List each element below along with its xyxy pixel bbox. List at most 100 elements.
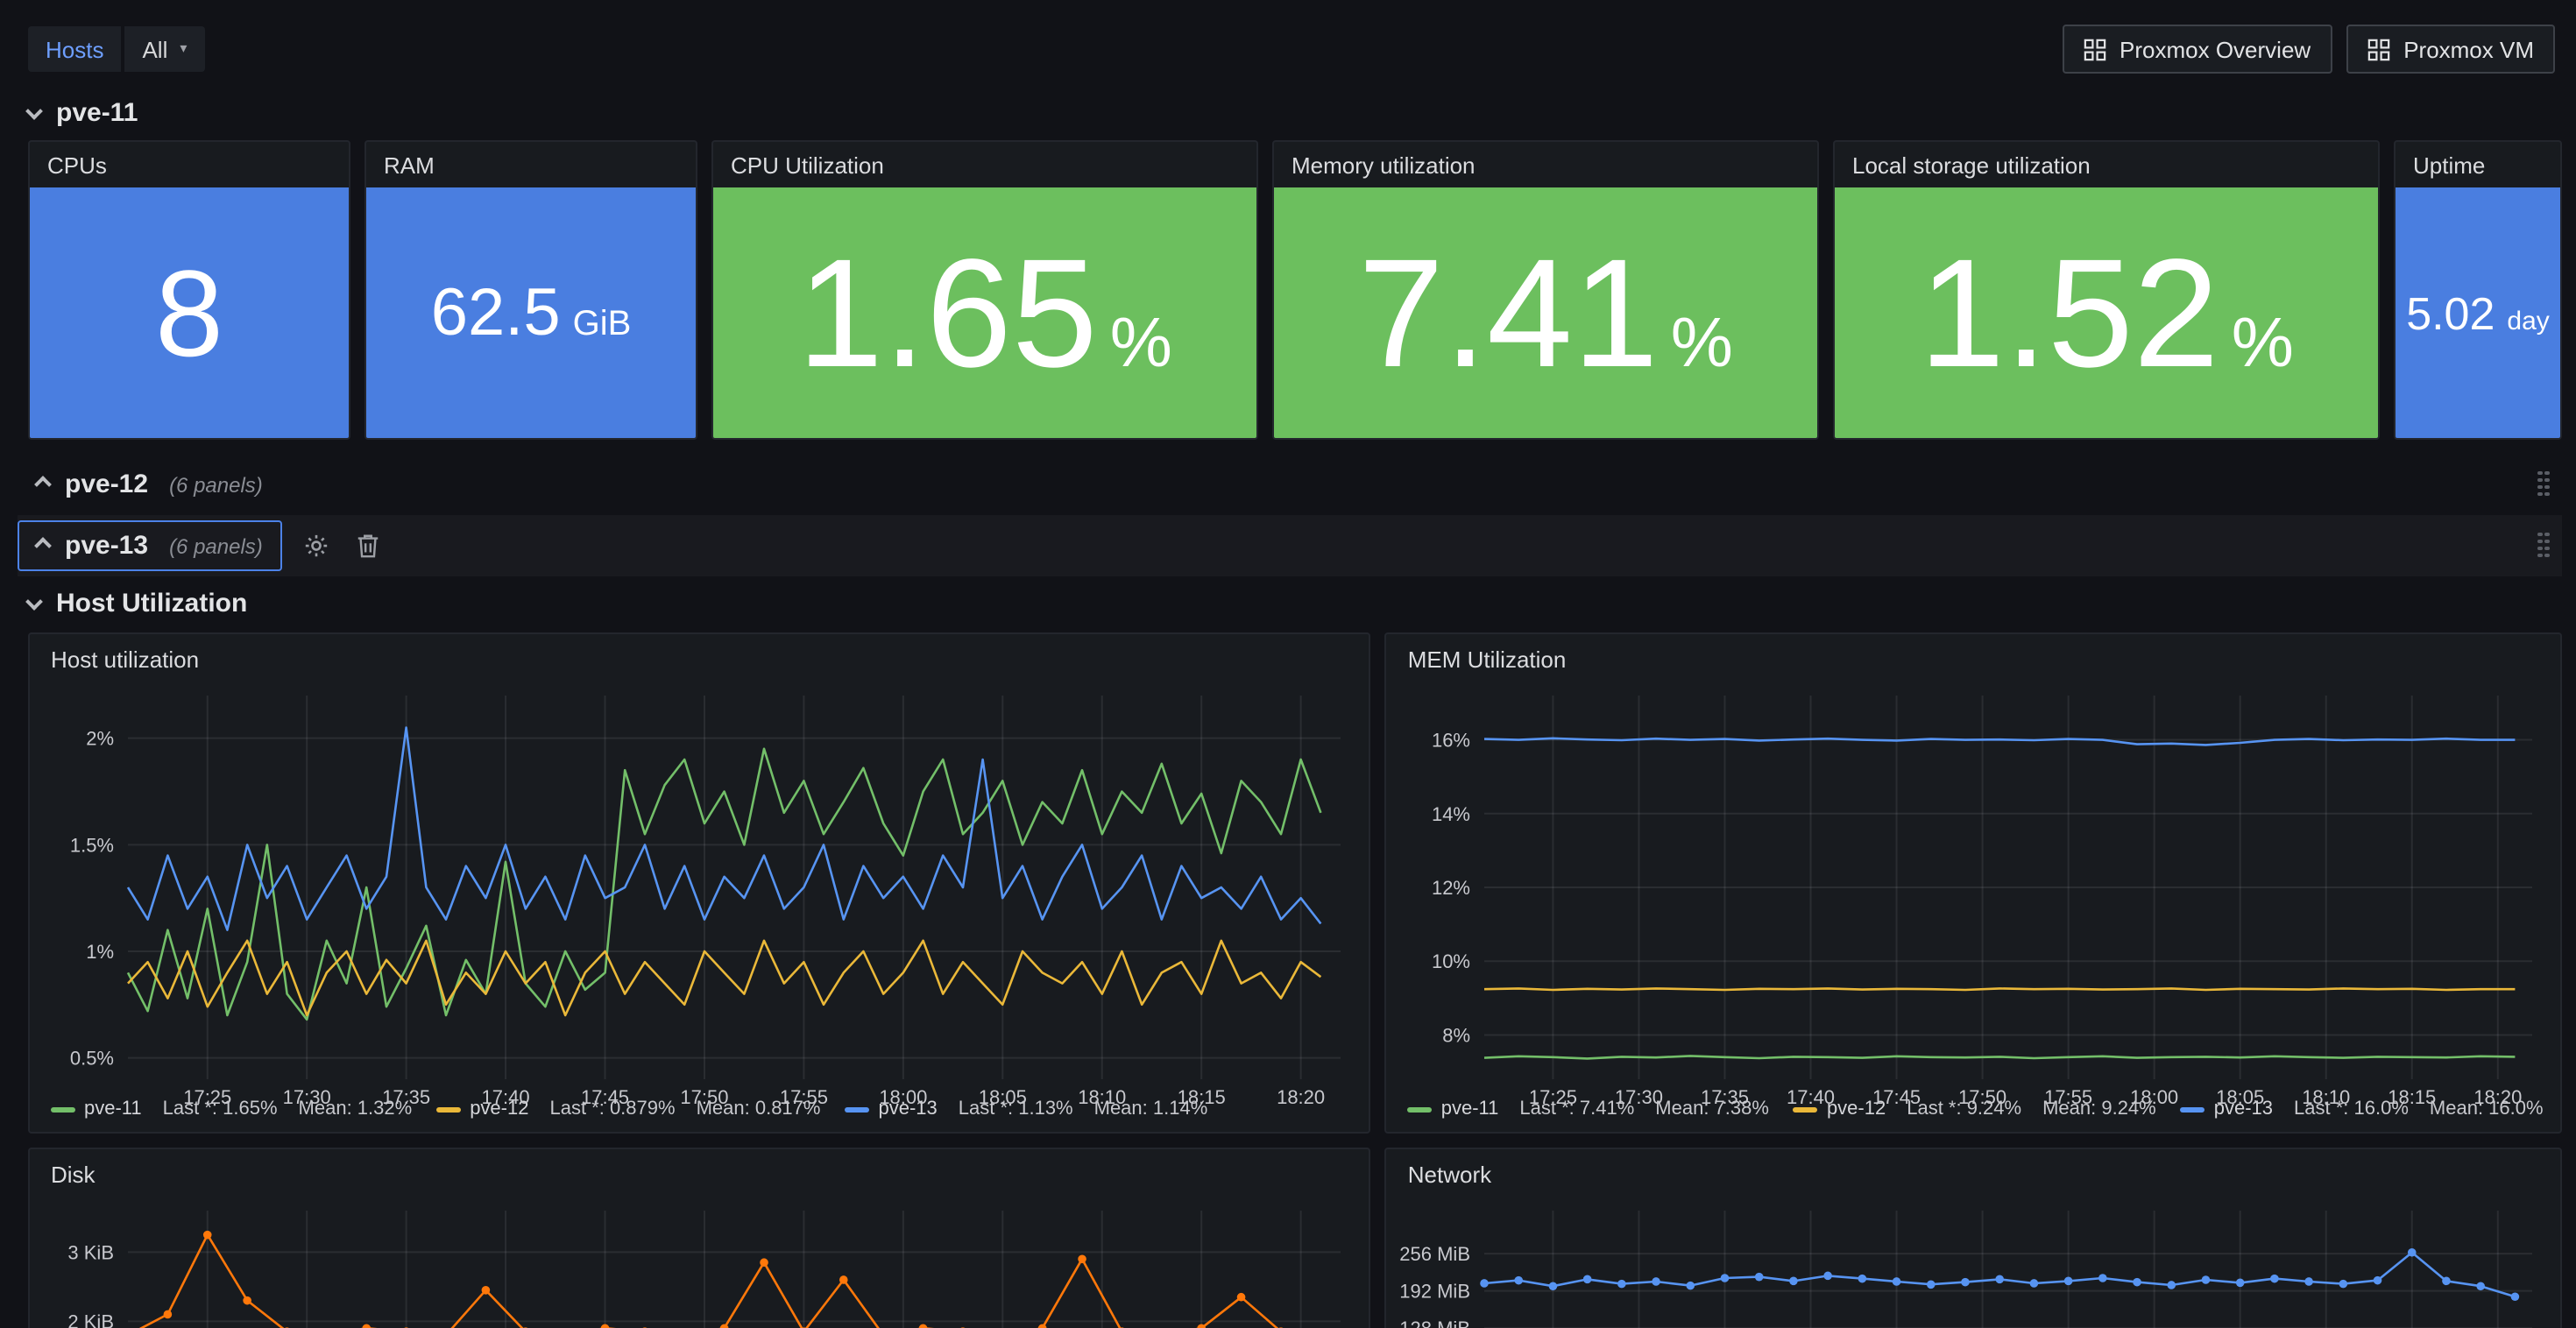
legend-last-value: Last *: 16.0%: [2294, 1098, 2409, 1120]
chevron-down-icon: [25, 102, 43, 119]
stat-value-area: 1.65 %: [713, 187, 1256, 438]
svg-text:18:10: 18:10: [2303, 1086, 2351, 1108]
chart-legend: pve-11 Last *: 1.65% Mean: 1.32% pve-12 Last…: [30, 1093, 1369, 1132]
panel-network-chart: Network 17:2517:3017:3517:4017:4517:5017…: [1384, 1148, 2562, 1328]
trash-icon[interactable]: [356, 533, 380, 559]
variable-selected-value: All: [142, 36, 168, 62]
legend-last-value: Last *: 9.24%: [1907, 1098, 2022, 1120]
panel-title[interactable]: MEM Utilization: [1407, 646, 1567, 673]
legend-series-name: pve-12: [470, 1098, 529, 1120]
row-actions: [303, 533, 380, 559]
panel-title[interactable]: Host utilization: [51, 646, 200, 673]
row-header-host-utilization[interactable]: Host Utilization: [25, 589, 2576, 618]
legend-item-pve-11[interactable]: pve-11 Last *: 1.65% Mean: 1.32%: [51, 1098, 412, 1120]
variable-label: Hosts: [28, 26, 122, 72]
panel-title[interactable]: Local storage utilization: [1852, 152, 2091, 179]
row-drag-handle[interactable]: [2537, 532, 2551, 560]
chart-area[interactable]: 17:2517:3017:3517:4017:4517:5017:5518:00…: [1394, 1197, 2546, 1328]
svg-text:128 MiB: 128 MiB: [1400, 1317, 1471, 1328]
svg-text:17:40: 17:40: [482, 1086, 530, 1108]
legend-mean-value: Mean: 0.817%: [696, 1098, 821, 1120]
legend-series-name: pve-11: [1440, 1098, 1499, 1120]
svg-text:18:05: 18:05: [979, 1086, 1027, 1108]
svg-text:18:05: 18:05: [2217, 1086, 2265, 1108]
charts-row-bottom: Disk 17:2517:3017:3517:4017:4517:5017:55…: [28, 1148, 2562, 1328]
apps-grid-icon: [2367, 38, 2389, 60]
row-panel-count: (6 panels): [169, 472, 263, 497]
legend-mean-value: Mean: 1.32%: [298, 1098, 413, 1120]
panel-title[interactable]: CPU Utilization: [731, 152, 884, 179]
legend-series-name: pve-13: [878, 1098, 938, 1120]
svg-text:1%: 1%: [86, 941, 114, 963]
legend-swatch: [2180, 1106, 2205, 1112]
chart-canvas[interactable]: 17:2517:3017:3517:4017:4517:5017:5518:00…: [1394, 1197, 2547, 1328]
stat-unit: %: [2231, 304, 2294, 381]
svg-text:18:00: 18:00: [879, 1086, 927, 1108]
chart-area[interactable]: 17:2517:3017:3517:4017:4517:5017:5518:00…: [37, 1197, 1355, 1328]
variable-value-dropdown[interactable]: All ▾: [124, 26, 205, 72]
legend-swatch: [1793, 1106, 1818, 1112]
legend-swatch: [51, 1106, 75, 1112]
legend-item-pve-13[interactable]: pve-13 Last *: 1.13% Mean: 1.14%: [845, 1098, 1207, 1120]
svg-text:12%: 12%: [1433, 877, 1471, 899]
dashboard-link-proxmox-vm[interactable]: Proxmox VM: [2346, 25, 2555, 74]
svg-text:17:50: 17:50: [1959, 1086, 2007, 1108]
svg-text:17:50: 17:50: [680, 1086, 728, 1108]
svg-text:14%: 14%: [1433, 803, 1471, 825]
gear-icon[interactable]: [303, 533, 329, 559]
legend-item-pve-12[interactable]: pve-12 Last *: 9.24% Mean: 9.24%: [1793, 1098, 2156, 1120]
panel-ram: RAM 62.5 GiB: [364, 140, 697, 440]
svg-text:10%: 10%: [1433, 950, 1471, 972]
svg-text:17:25: 17:25: [1530, 1086, 1578, 1108]
svg-text:2 KiB: 2 KiB: [67, 1310, 114, 1328]
legend-swatch: [1407, 1106, 1433, 1112]
dashboard-link-proxmox-overview[interactable]: Proxmox Overview: [2062, 25, 2332, 74]
svg-text:17:30: 17:30: [283, 1086, 331, 1108]
panel-memory-utilization: Memory utilization 7.41 %: [1272, 140, 1819, 440]
legend-mean-value: Mean: 7.38%: [1655, 1098, 1769, 1120]
stat-panels-row: CPUs 8 RAM 62.5 GiB CPU Utilization 1.65…: [28, 140, 2562, 440]
legend-item-pve-13[interactable]: pve-13 Last *: 16.0% Mean: 16.0%: [2180, 1098, 2544, 1120]
panel-title[interactable]: RAM: [384, 152, 435, 179]
row-panel-count: (6 panels): [169, 533, 263, 558]
panel-title[interactable]: Network: [1407, 1162, 1492, 1188]
panel-local-storage-utilization: Local storage utilization 1.52 %: [1833, 140, 2380, 440]
legend-last-value: Last *: 1.65%: [162, 1098, 278, 1120]
panel-cpu-utilization: CPU Utilization 1.65 %: [711, 140, 1258, 440]
panel-title[interactable]: Memory utilization: [1292, 152, 1476, 179]
topbar: Hosts All ▾ Proxmox Overview Proxmox VM: [0, 0, 2576, 81]
chevron-down-icon: [25, 592, 43, 610]
svg-text:17:25: 17:25: [183, 1086, 231, 1108]
stat-value-area: 8: [30, 187, 349, 438]
row-header-pve-11[interactable]: pve-11: [25, 98, 2576, 128]
chart-legend: pve-11 Last *: 7.41% Mean: 7.38% pve-12 Last…: [1387, 1093, 2560, 1132]
svg-text:18:15: 18:15: [1178, 1086, 1226, 1108]
stat-value-area: 62.5 GiB: [366, 187, 696, 438]
svg-text:17:30: 17:30: [1616, 1086, 1664, 1108]
row-drag-handle[interactable]: [2537, 470, 2551, 498]
stat-unit: day: [2507, 306, 2550, 336]
legend-series-name: pve-11: [84, 1098, 142, 1120]
legend-item-pve-11[interactable]: pve-11 Last *: 7.41% Mean: 7.38%: [1407, 1098, 1769, 1120]
svg-text:192 MiB: 192 MiB: [1400, 1281, 1471, 1303]
panel-title[interactable]: Disk: [51, 1162, 96, 1188]
panel-title[interactable]: Uptime: [2413, 152, 2486, 179]
row-header-pve-13[interactable]: pve-13 (6 panels): [18, 520, 282, 571]
row-title: Host Utilization: [56, 589, 248, 618]
svg-text:17:40: 17:40: [1787, 1086, 1836, 1108]
svg-text:17:35: 17:35: [382, 1086, 430, 1108]
row-header-pve-12[interactable]: pve-12 (6 panels): [18, 459, 282, 510]
svg-text:2%: 2%: [86, 728, 114, 750]
svg-text:18:15: 18:15: [2388, 1086, 2437, 1108]
svg-text:18:00: 18:00: [2131, 1086, 2179, 1108]
legend-item-pve-12[interactable]: pve-12 Last *: 0.879% Mean: 0.817%: [436, 1098, 820, 1120]
panel-title[interactable]: CPUs: [47, 152, 107, 179]
chart-canvas[interactable]: 17:2517:3017:3517:4017:4517:5017:5518:00…: [37, 1197, 1355, 1328]
stat-value: 7.41: [1358, 225, 1659, 399]
stat-value-area: 7.41 %: [1274, 187, 1817, 438]
